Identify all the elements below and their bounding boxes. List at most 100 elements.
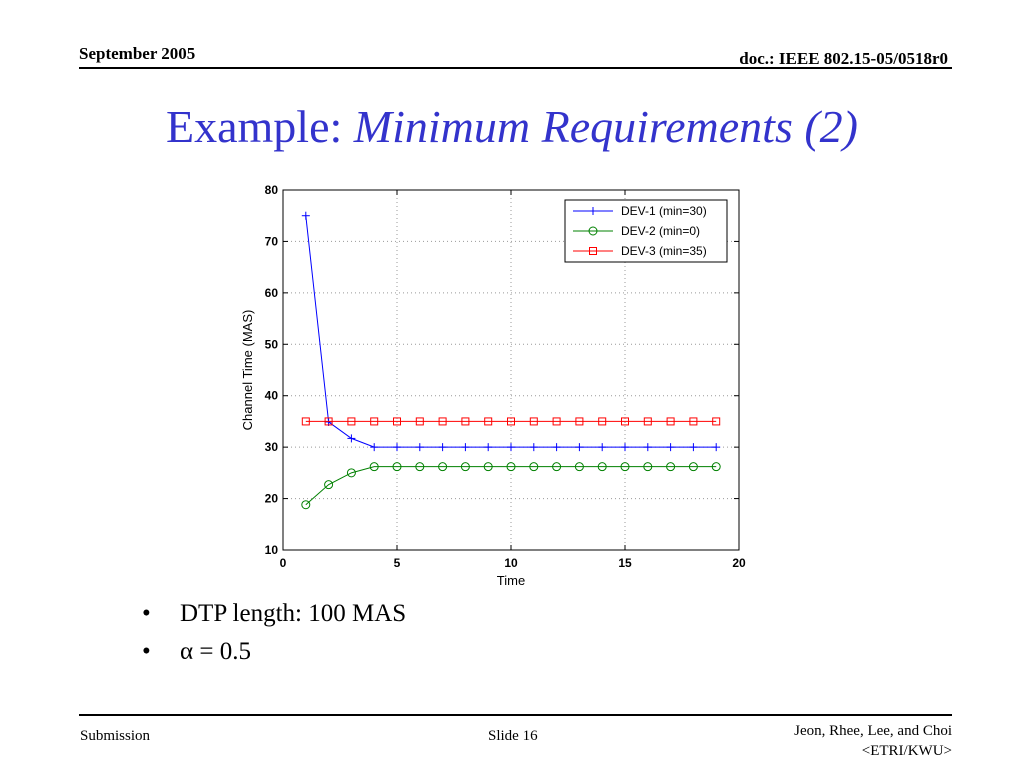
data-point-circle [552,462,562,472]
data-point-circle [369,462,379,472]
data-point-circle [346,468,356,478]
legend-label: DEV-2 (min=0) [621,224,700,238]
data-point-square [666,417,675,426]
data-point-square [552,417,561,426]
series-line [305,466,717,506]
data-point-plus [552,443,561,452]
data-point-circle [460,462,470,472]
data-point-square [643,417,652,426]
data-point-square [507,417,515,426]
data-point-square [712,417,721,426]
data-point-circle [301,500,311,510]
data-point-circle [392,462,402,472]
data-point-circle [711,462,721,472]
y-axis-label: Channel Time (MAS) [240,310,255,431]
series-1 [301,211,721,452]
data-point-circle [597,462,607,472]
data-point-plus [575,443,584,452]
bullet-text: α = 0.5 [180,638,251,665]
data-point-plus [438,443,447,452]
footer-authors-names: Jeon, Rhee, Lee, and Choi [794,723,952,739]
data-point-square [415,417,424,426]
data-point-plus [415,443,424,452]
slide-title-italic: Minimum Requirements (2) [353,101,858,152]
data-point-plus [529,443,538,452]
data-point-plus [484,443,493,452]
data-point-circle [529,462,539,472]
header-doc-id: doc.: IEEE 802.15-05/0518r0 [739,49,948,68]
slide-title: Example: Minimum Requirements (2) [0,100,1024,153]
data-point-plus [393,443,401,452]
y-tick-label: 30 [265,440,279,454]
x-axis-label: Time [497,573,525,588]
legend-entry: DEV-1 (min=30) [573,204,707,218]
footer-divider [79,714,952,716]
series-3 [301,417,721,426]
data-point-circle [643,462,653,472]
legend-label: DEV-1 (min=30) [621,204,707,218]
data-point-square [689,417,698,426]
bullet-list: • DTP length: 100 MAS • α = 0.5 [142,600,406,676]
data-point-circle [483,462,493,472]
data-point-plus [507,443,515,452]
bullet-item: • DTP length: 100 MAS [142,600,406,638]
y-tick-label: 80 [265,183,279,197]
data-point-square [461,417,470,426]
data-point-square [301,417,310,426]
data-point-circle [588,226,598,236]
header-divider [79,67,952,69]
data-point-square [621,417,629,426]
data-point-circle [324,480,334,490]
x-tick-label: 15 [618,556,632,570]
data-point-plus [643,443,652,452]
data-point-square [347,417,356,426]
legend-entry: DEV-2 (min=0) [573,224,700,238]
data-point-circle [415,462,425,472]
footer-authors-affiliation: <ETRI/KWU> [861,743,952,759]
header-date: September 2005 [79,44,196,63]
data-point-square [370,417,379,426]
data-point-plus [589,207,597,215]
data-point-circle [666,462,676,472]
data-point-circle [506,462,516,472]
footer-slide-number: Slide 16 [488,728,538,744]
slide-title-plain: Example: [166,101,354,152]
data-point-circle [688,462,698,472]
series-2 [301,462,721,510]
axis-ticks: 0 5 10 15 20 10 20 30 40 50 60 70 80 [265,183,746,570]
y-tick-label: 60 [265,286,279,300]
y-tick-label: 70 [265,234,279,248]
bullet-item: • α = 0.5 [142,638,406,676]
y-tick-label: 10 [265,543,279,557]
data-point-square [529,417,538,426]
x-tick-label: 10 [504,556,518,570]
legend-label: DEV-3 (min=35) [621,244,707,258]
data-point-plus [461,443,470,452]
data-point-square [575,417,584,426]
bullet-text: DTP length: 100 MAS [180,600,407,627]
legend: DEV-1 (min=30) DEV-2 (min=0) DEV-3 (min=35… [564,199,728,263]
grid-lines [283,190,739,550]
data-point-square [438,417,447,426]
footer-authors: Jeon, Rhee, Lee, and Choi <ETRI/KWU> [794,721,952,761]
data-point-plus [370,443,379,452]
y-tick-label: 50 [265,337,279,351]
x-tick-label: 0 [280,556,287,570]
bullet-symbol: • [142,600,151,627]
data-point-plus [689,443,698,452]
data-point-plus [347,434,356,443]
data-point-square [393,417,401,426]
y-tick-label: 20 [265,492,279,506]
footer-submission: Submission [80,728,151,744]
data-point-square [484,417,493,426]
data-point-circle [574,462,584,472]
data-point-plus [666,443,675,452]
data-point-circle [620,462,630,472]
legend-entry: DEV-3 (min=35) [573,244,707,258]
data-point-square [598,417,607,426]
y-tick-label: 40 [265,389,279,403]
x-tick-label: 20 [732,556,746,570]
data-point-plus [712,443,721,452]
x-tick-label: 5 [394,556,401,570]
